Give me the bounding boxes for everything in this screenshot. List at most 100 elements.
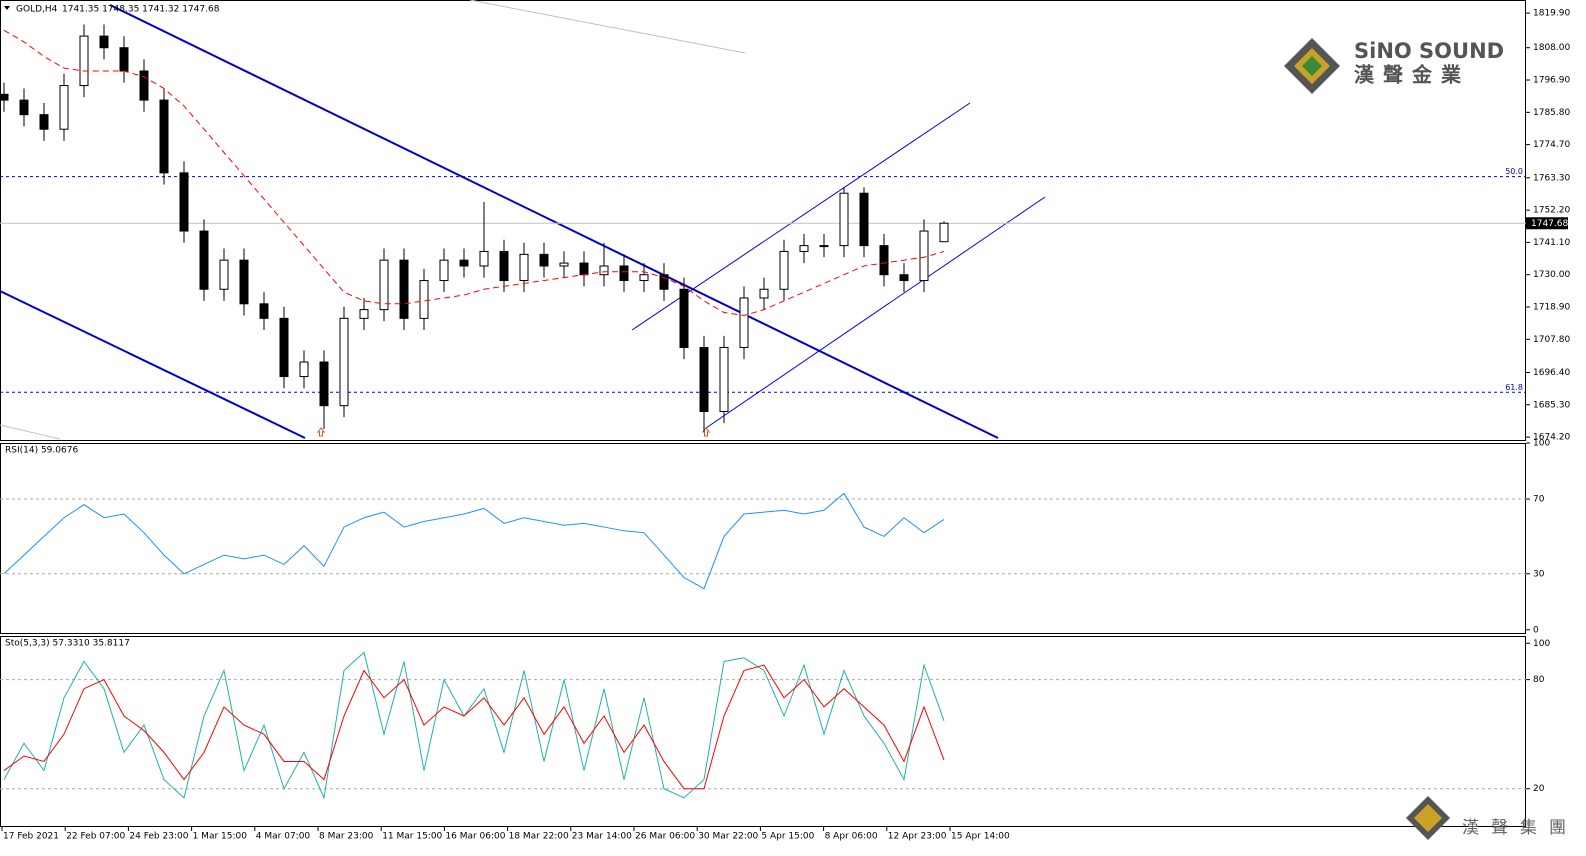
candle-body <box>79 35 89 87</box>
y-tick-label: 1718.90 <box>1533 303 1570 313</box>
y-tick-label: 0 <box>1533 625 1539 635</box>
x-tick-label: 22 Feb 07:00 <box>66 832 125 842</box>
candle-body <box>319 361 329 407</box>
trendline <box>469 0 746 54</box>
candle-body <box>559 262 569 267</box>
candle-body <box>0 93 9 101</box>
indicator-line <box>3 651 945 800</box>
candle-body <box>439 259 449 282</box>
candle-body <box>579 262 589 276</box>
candle-body <box>939 222 949 243</box>
candle-body <box>919 230 929 282</box>
candle-body <box>759 288 769 299</box>
y-tick-label: 1819.90 <box>1533 9 1570 19</box>
candle-body <box>739 297 749 348</box>
candle-body <box>259 303 269 319</box>
x-tick-label: 12 Apr 23:00 <box>888 832 947 842</box>
trendline <box>0 424 61 440</box>
x-tick-label: 26 Mar 06:00 <box>635 832 695 842</box>
candle-body <box>499 250 509 282</box>
y-tick-label: 1785.80 <box>1533 108 1570 118</box>
x-tick-label: 11 Mar 15:00 <box>382 832 442 842</box>
y-tick-label: 100 <box>1533 639 1550 649</box>
indicator-line <box>3 664 945 790</box>
candle-body <box>639 274 649 282</box>
candle-body <box>839 192 849 247</box>
candle-body <box>279 317 289 378</box>
moving-average <box>3 29 945 316</box>
candle-body <box>99 35 109 49</box>
candle-body <box>39 114 49 130</box>
panel-title: Sto(5,3,3) 57.3310 35.8117 <box>5 639 130 649</box>
candle-body <box>199 230 209 290</box>
candle-body <box>879 245 889 276</box>
x-tick-label: 23 Mar 14:00 <box>572 832 632 842</box>
y-tick-label: 1774.70 <box>1533 140 1570 150</box>
x-tick-label: 1 Mar 15:00 <box>193 832 248 842</box>
last-price-box <box>1526 217 1568 230</box>
y-tick-label: 1796.90 <box>1533 76 1570 86</box>
candle-body <box>659 274 669 290</box>
candle-body <box>539 253 549 267</box>
sto-panel <box>0 636 1526 827</box>
candle-body <box>819 245 829 248</box>
y-tick-label: 1674.20 <box>1533 433 1570 443</box>
candle-body <box>399 259 409 319</box>
x-tick-label: 15 Apr 14:00 <box>951 832 1010 842</box>
channel-line <box>705 196 1046 429</box>
y-tick-label: 1763.30 <box>1533 173 1570 183</box>
candle-body <box>419 280 429 319</box>
candle-body <box>899 274 909 282</box>
y-tick-label: 1752.20 <box>1533 206 1570 216</box>
candle-body <box>599 265 609 276</box>
x-tick-label: 4 Mar 07:00 <box>256 832 311 842</box>
candle-body <box>299 361 309 378</box>
last-price-label: 1747.68 <box>1531 219 1568 229</box>
y-tick-label: 1741.10 <box>1533 238 1570 248</box>
candle-body <box>719 346 729 412</box>
price-panel <box>0 0 1526 441</box>
candle-body <box>19 99 29 116</box>
logo-chinese: 漢聲金業 <box>1354 63 1470 87</box>
arrow-marker <box>702 427 710 437</box>
y-tick-label: 80 <box>1533 675 1545 685</box>
x-tick-label: 24 Feb 23:00 <box>129 832 188 842</box>
candle-body <box>379 259 389 311</box>
y-tick-label: 1696.40 <box>1533 368 1570 378</box>
candle-body <box>699 346 709 412</box>
x-tick-label: 8 Mar 23:00 <box>319 832 374 842</box>
rsi-panel <box>0 443 1526 634</box>
y-tick-label: 100 <box>1533 439 1550 449</box>
y-tick-label: 1808.00 <box>1533 43 1570 53</box>
trendline <box>109 4 999 439</box>
y-tick-label: 70 <box>1533 495 1545 505</box>
level-label: 50.0 <box>1505 167 1523 176</box>
menu-arrow[interactable] <box>4 6 10 10</box>
candle-body <box>479 250 489 267</box>
candle-body <box>339 317 349 407</box>
y-tick-label: 1707.80 <box>1533 335 1570 345</box>
trendline <box>0 290 306 439</box>
candle-body <box>219 259 229 290</box>
candle-body <box>59 85 69 130</box>
candle-body <box>179 172 189 232</box>
symbol: GOLD,H4 <box>16 5 58 15</box>
y-tick-label: 20 <box>1533 784 1545 794</box>
logo-name: SiNO SOUND <box>1354 39 1504 63</box>
candle-body <box>619 265 629 282</box>
level-label: 61.8 <box>1505 383 1523 392</box>
y-tick-label: 30 <box>1533 569 1545 579</box>
candle-body <box>779 250 789 290</box>
candle-body <box>139 70 149 101</box>
candle-body <box>159 99 169 174</box>
candle-body <box>859 192 869 247</box>
candle-body <box>359 309 369 319</box>
x-tick-label: 30 Mar 22:00 <box>698 832 758 842</box>
candle-body <box>119 47 129 72</box>
candle-body <box>679 288 689 348</box>
x-tick-label: 16 Mar 06:00 <box>445 832 505 842</box>
arrow-marker <box>317 427 325 437</box>
y-tick-label: 1685.30 <box>1533 400 1570 410</box>
ohlc: 1741.35 1748.35 1741.32 1747.68 <box>62 5 220 15</box>
